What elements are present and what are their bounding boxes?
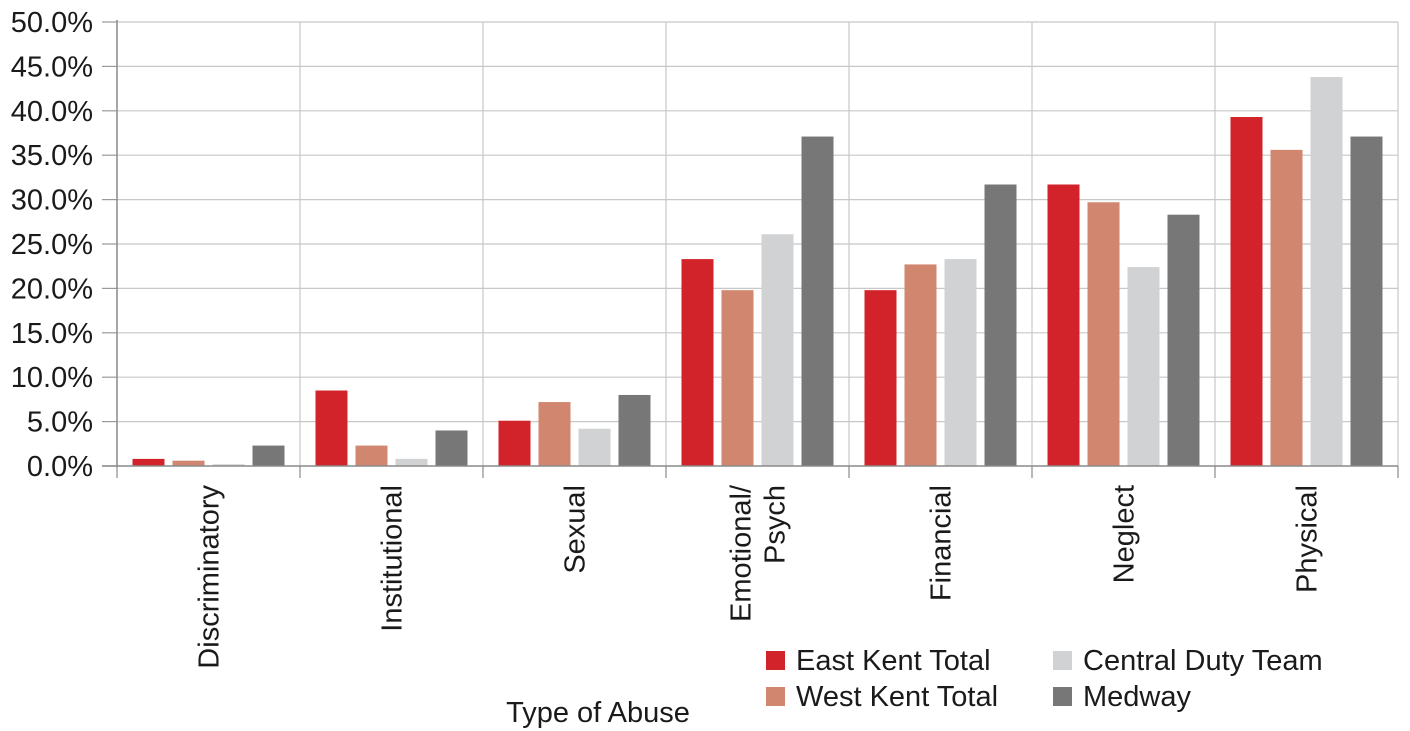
bar-central-duty-team [761, 234, 794, 466]
x-category-label: Psych [760, 485, 792, 564]
legend: East Kent Total West Kent Total Central Du… [766, 645, 1323, 713]
x-category-label: Physical [1292, 485, 1324, 593]
x-category-label: Institutional [377, 485, 409, 632]
bar-east-kent-total [864, 290, 897, 466]
bar-central-duty-team [944, 259, 977, 466]
legend-swatch [766, 651, 785, 670]
bar-east-kent-total [315, 390, 348, 466]
bar-west-kent-total [721, 290, 754, 466]
bar-east-kent-total [132, 458, 165, 466]
legend-label: West Kent Total [796, 681, 998, 713]
x-category-label: Discriminatory [194, 485, 226, 669]
y-tick-label: 20.0% [11, 273, 93, 305]
bar-east-kent-total [681, 259, 714, 466]
legend-swatch [1053, 651, 1072, 670]
y-tick-label: 15.0% [11, 318, 93, 350]
bars [132, 77, 1383, 467]
y-tick-label: 25.0% [11, 229, 93, 261]
legend-swatch [1053, 687, 1072, 706]
axes [102, 20, 1399, 478]
x-category-label: Financial [926, 485, 958, 601]
bar-west-kent-total [1087, 202, 1120, 466]
bar-east-kent-total [1230, 117, 1263, 467]
y-tick-label: 5.0% [27, 407, 93, 439]
bar-west-kent-total [1270, 149, 1303, 466]
legend-label: Central Duty Team [1083, 645, 1323, 677]
y-tick-labels: 0.0% 5.0% 10.0% 15.0% 20.0% 25.0% 30.0% 35.0% 40… [11, 7, 93, 483]
y-tick-label: 0.0% [27, 451, 93, 483]
y-tick-label: 40.0% [11, 96, 93, 128]
bar-east-kent-total [1047, 184, 1080, 466]
legend-item: East Kent Total [766, 645, 991, 677]
legend-item: Central Duty Team [1053, 645, 1323, 677]
bar-east-kent-total [498, 420, 531, 466]
bar-west-kent-total [538, 402, 571, 466]
legend-label: Medway [1083, 681, 1191, 713]
gridlines [117, 21, 1399, 466]
x-category-label: Neglect [1109, 485, 1141, 583]
bar-medway [435, 430, 468, 466]
bar-medway [252, 445, 285, 466]
legend-label: East Kent Total [796, 645, 991, 677]
bar-central-duty-team [1127, 267, 1160, 466]
legend-item: West Kent Total [766, 681, 998, 713]
x-category-label: Sexual [560, 485, 592, 574]
bar-central-duty-team [1310, 77, 1343, 466]
bar-medway [618, 394, 651, 466]
bar-west-kent-total [172, 460, 205, 466]
bar-medway [984, 184, 1017, 466]
y-tick-label: 10.0% [11, 362, 93, 394]
x-category-labels: Discriminatory Institutional Sexual Emotion… [194, 484, 1324, 669]
bar-medway [801, 136, 834, 466]
y-tick-label: 50.0% [11, 7, 93, 39]
bar-medway [1350, 136, 1383, 466]
bar-west-kent-total [355, 445, 388, 466]
y-tick-label: 35.0% [11, 140, 93, 172]
x-category-label: Emotional/ [726, 484, 758, 622]
legend-item: Medway [1053, 681, 1191, 713]
bar-west-kent-total [904, 264, 937, 466]
bar-central-duty-team [578, 428, 611, 466]
bar-central-duty-team [395, 458, 428, 466]
legend-swatch [766, 687, 785, 706]
y-tick-label: 30.0% [11, 185, 93, 217]
bar-central-duty-team [212, 464, 245, 466]
bar-medway [1167, 214, 1200, 466]
y-tick-label: 45.0% [11, 51, 93, 83]
x-axis-title: Type of Abuse [506, 697, 690, 729]
